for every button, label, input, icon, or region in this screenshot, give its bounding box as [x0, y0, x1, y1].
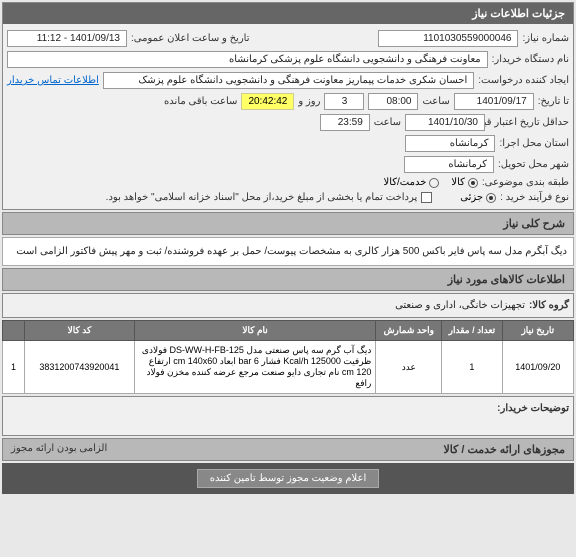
- cell-need-date: 1401/09/20: [502, 341, 573, 394]
- th-unit: واحد شمارش: [376, 321, 442, 341]
- deadline-date-value: 1401/10/30: [405, 114, 485, 131]
- days-label: روز و: [298, 96, 320, 107]
- table-header-row: تاریخ نیاز تعداد / مقدار واحد شمارش نام …: [3, 321, 574, 341]
- th-need-date: تاریخ نیاز: [502, 321, 573, 341]
- radio-service-label: خدمت/کالا: [383, 177, 426, 188]
- remaining-label: ساعت باقی مانده: [164, 96, 237, 107]
- buyer-notes-label: توضیحات خریدار:: [497, 403, 569, 414]
- deadline-time-value: 23:59: [320, 114, 370, 131]
- exec-province-label: استان محل اجرا:: [499, 138, 569, 149]
- radio-process[interactable]: جزئی: [460, 192, 496, 203]
- radio-dot-icon: [468, 178, 478, 188]
- remaining-time: 20:42:42: [241, 93, 294, 110]
- radio-service[interactable]: خدمت/کالا: [383, 177, 439, 188]
- permits-title: مجوزهای ارائه خدمت / کالا: [443, 443, 565, 456]
- need-number-value: 1101030559000046: [378, 30, 518, 47]
- footer-button[interactable]: اعلام وضعیت مجوز توسط تامین کننده: [197, 469, 380, 488]
- cell-idx: 1: [3, 341, 25, 394]
- permits-header: مجوزهای ارائه خدمت / کالا الزامی بودن ار…: [2, 438, 574, 461]
- until-date-label: تا تاریخ:: [538, 96, 569, 107]
- cell-name: دیگ آب گرم سه پاس صنعتی مدل DS-WW-H-FB-1…: [134, 341, 376, 394]
- radio-process-label: جزئی: [460, 192, 483, 203]
- panel-body: شماره نیاز: 1101030559000046 تاریخ و ساع…: [3, 24, 573, 209]
- summary-text: دیگ آبگرم مدل سه پاس فایر باکس 500 هزار …: [2, 237, 574, 266]
- category-label: طبقه بندی موضوعی:: [482, 177, 569, 188]
- until-time-label: ساعت: [422, 96, 449, 107]
- th-idx: [3, 321, 25, 341]
- until-date-value: 1401/09/17: [454, 93, 534, 110]
- requester-value: احسان شکری خدمات پیماریز معاونت فرهنگی و…: [103, 72, 474, 89]
- announce-value: 1401/09/13 - 11:12: [7, 30, 127, 47]
- cell-code: 3831200743920041: [25, 341, 135, 394]
- group-label: گروه کالا:: [529, 300, 569, 311]
- th-qty: تعداد / مقدار: [442, 321, 502, 341]
- th-code: کد کالا: [25, 321, 135, 341]
- permits-mandatory-label: الزامی بودن ارائه مجوز: [11, 443, 107, 456]
- cell-qty: 1: [442, 341, 502, 394]
- contact-link[interactable]: اطلاعات تماس خریدار: [7, 75, 99, 86]
- announce-label: تاریخ و ساعت اعلان عمومی:: [131, 33, 250, 44]
- cell-unit: عدد: [376, 341, 442, 394]
- buyer-org-label: نام دستگاه خریدار:: [492, 54, 569, 65]
- summary-title: شرح کلی نیاز: [2, 212, 574, 235]
- deadline-label: حداقل تاریخ اعتبار قیمت:: [489, 117, 569, 128]
- radio-goods-label: کالا: [451, 177, 465, 188]
- need-number-label: شماره نیاز:: [522, 33, 569, 44]
- group-value: تجهیزات خانگی، اداری و صنعتی: [395, 300, 525, 311]
- th-name: نام کالا: [134, 321, 376, 341]
- radio-goods[interactable]: کالا: [451, 177, 478, 188]
- deadline-time-label: ساعت: [374, 117, 401, 128]
- days-value: 3: [324, 93, 364, 110]
- payment-note: پرداخت تمام یا بخشی از مبلغ خرید،از محل …: [106, 192, 418, 203]
- goods-table: تاریخ نیاز تعداد / مقدار واحد شمارش نام …: [2, 320, 574, 394]
- exec-province-value: کرمانشاه: [405, 135, 495, 152]
- table-row: 1401/09/20 1 عدد دیگ آب گرم سه پاس صنعتی…: [3, 341, 574, 394]
- delivery-city-value: کرمانشاه: [404, 156, 494, 173]
- payment-checkbox[interactable]: [421, 192, 432, 203]
- buyer-org-value: معاونت فرهنگی و دانشجویی دانشگاه علوم پز…: [7, 51, 488, 68]
- goods-info-title: اطلاعات کالاهای مورد نیاز: [2, 268, 574, 291]
- radio-dot-icon: [429, 178, 439, 188]
- main-panel: جزئیات اطلاعات نیاز شماره نیاز: 11010305…: [2, 2, 574, 210]
- delivery-city-label: شهر محل تحویل:: [498, 159, 569, 170]
- category-radio-group: کالا خدمت/کالا: [383, 177, 477, 188]
- radio-dot-icon: [486, 193, 496, 203]
- panel-title: جزئیات اطلاعات نیاز: [3, 3, 573, 24]
- requester-label: ایجاد کننده درخواست:: [478, 75, 569, 86]
- process-type-label: نوع فرآیند خرید :: [500, 192, 569, 203]
- until-time-value: 08:00: [368, 93, 418, 110]
